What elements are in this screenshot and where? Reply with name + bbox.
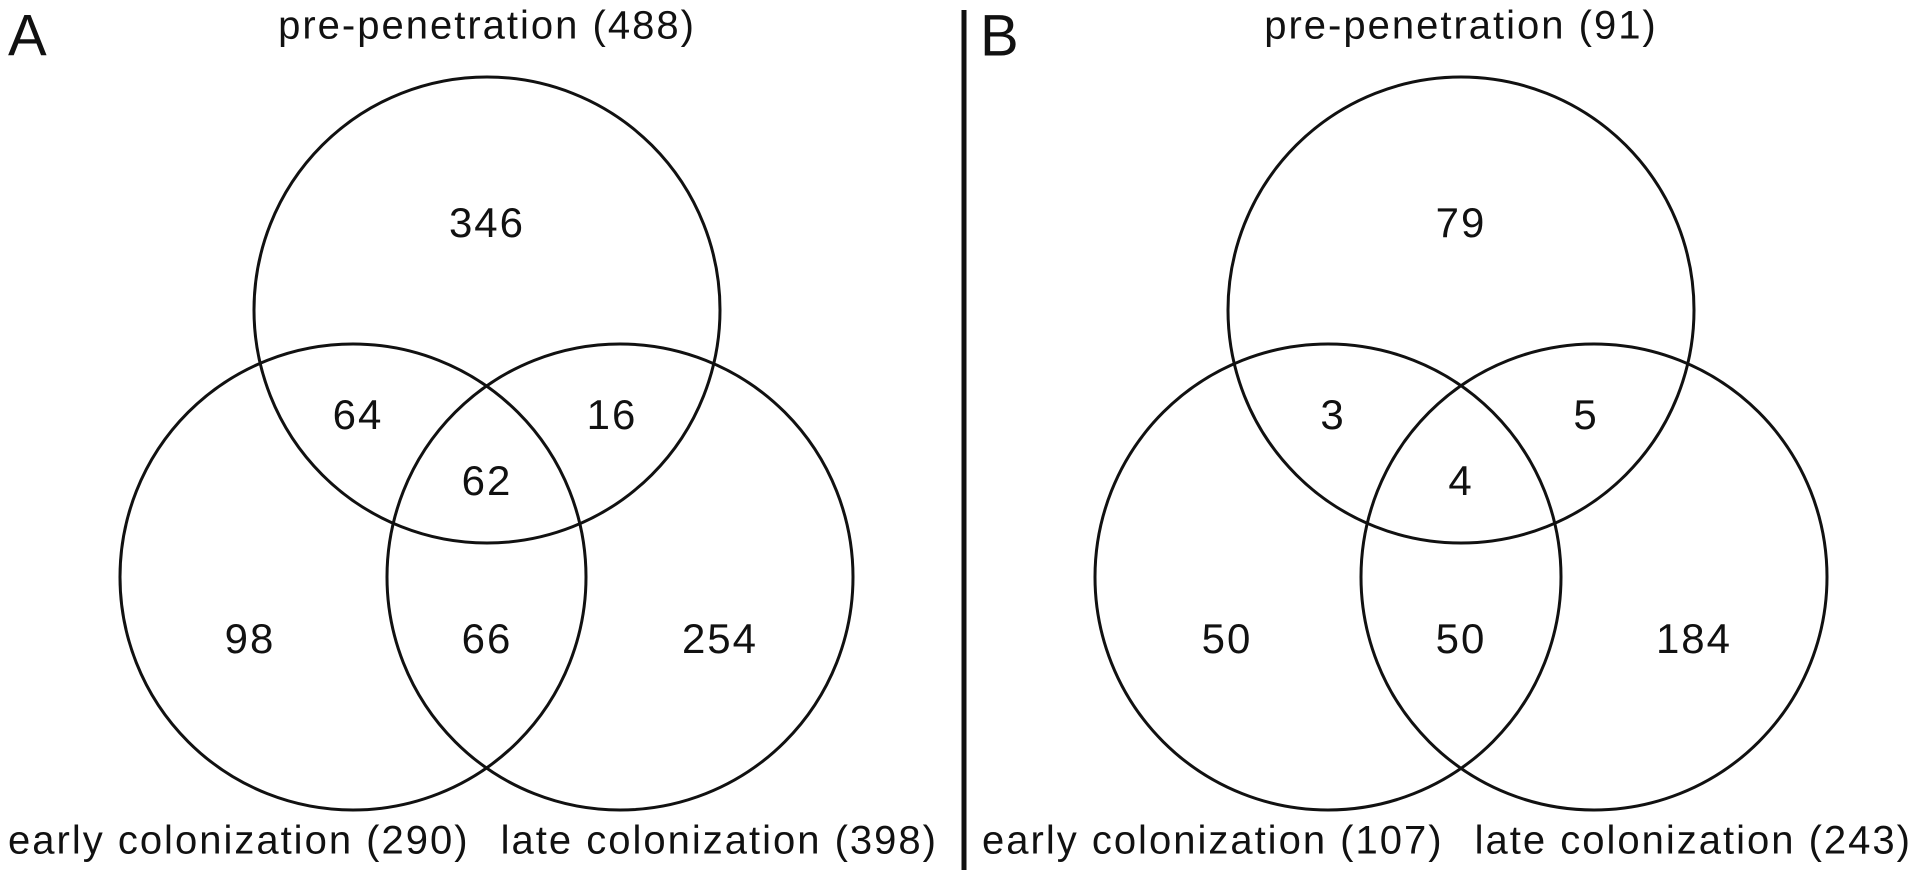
circle-pre-penetration [252,75,722,545]
region-all-three: 4 [1448,457,1473,504]
region-pre-only: 79 [1436,199,1487,246]
region-early-only: 98 [225,615,276,662]
region-pre-only: 346 [449,199,525,246]
circle-late-colonization [1359,342,1829,812]
region-early-late: 50 [1436,615,1487,662]
set-label-pre-penetration: pre-penetration (488) [278,4,696,48]
region-early-only: 50 [1202,615,1253,662]
panel-a: A pre-penetration (488) 346 64 16 62 98 … [8,3,938,863]
set-label-pre-penetration: pre-penetration (91) [1264,4,1658,48]
region-pre-early: 64 [333,391,384,438]
region-late-only: 184 [1656,615,1732,662]
panel-b: B pre-penetration (91) 79 3 5 4 50 50 18… [980,3,1912,863]
circle-early-colonization [118,342,588,812]
set-label-late-colonization: late colonization (243) [1475,819,1912,863]
set-label-early-colonization: early colonization (290) [8,819,470,863]
region-pre-early: 3 [1320,391,1345,438]
region-all-three: 62 [462,457,513,504]
set-label-early-colonization: early colonization (107) [982,819,1444,863]
circle-early-colonization [1093,342,1563,812]
panel-letter-a: A [8,3,47,68]
set-label-late-colonization: late colonization (398) [501,819,938,863]
circle-late-colonization [385,342,855,812]
circle-pre-penetration [1226,75,1696,545]
panel-letter-b: B [980,3,1019,68]
region-early-late: 66 [462,615,513,662]
region-late-only: 254 [682,615,758,662]
region-pre-late: 16 [587,391,638,438]
region-pre-late: 5 [1573,391,1598,438]
